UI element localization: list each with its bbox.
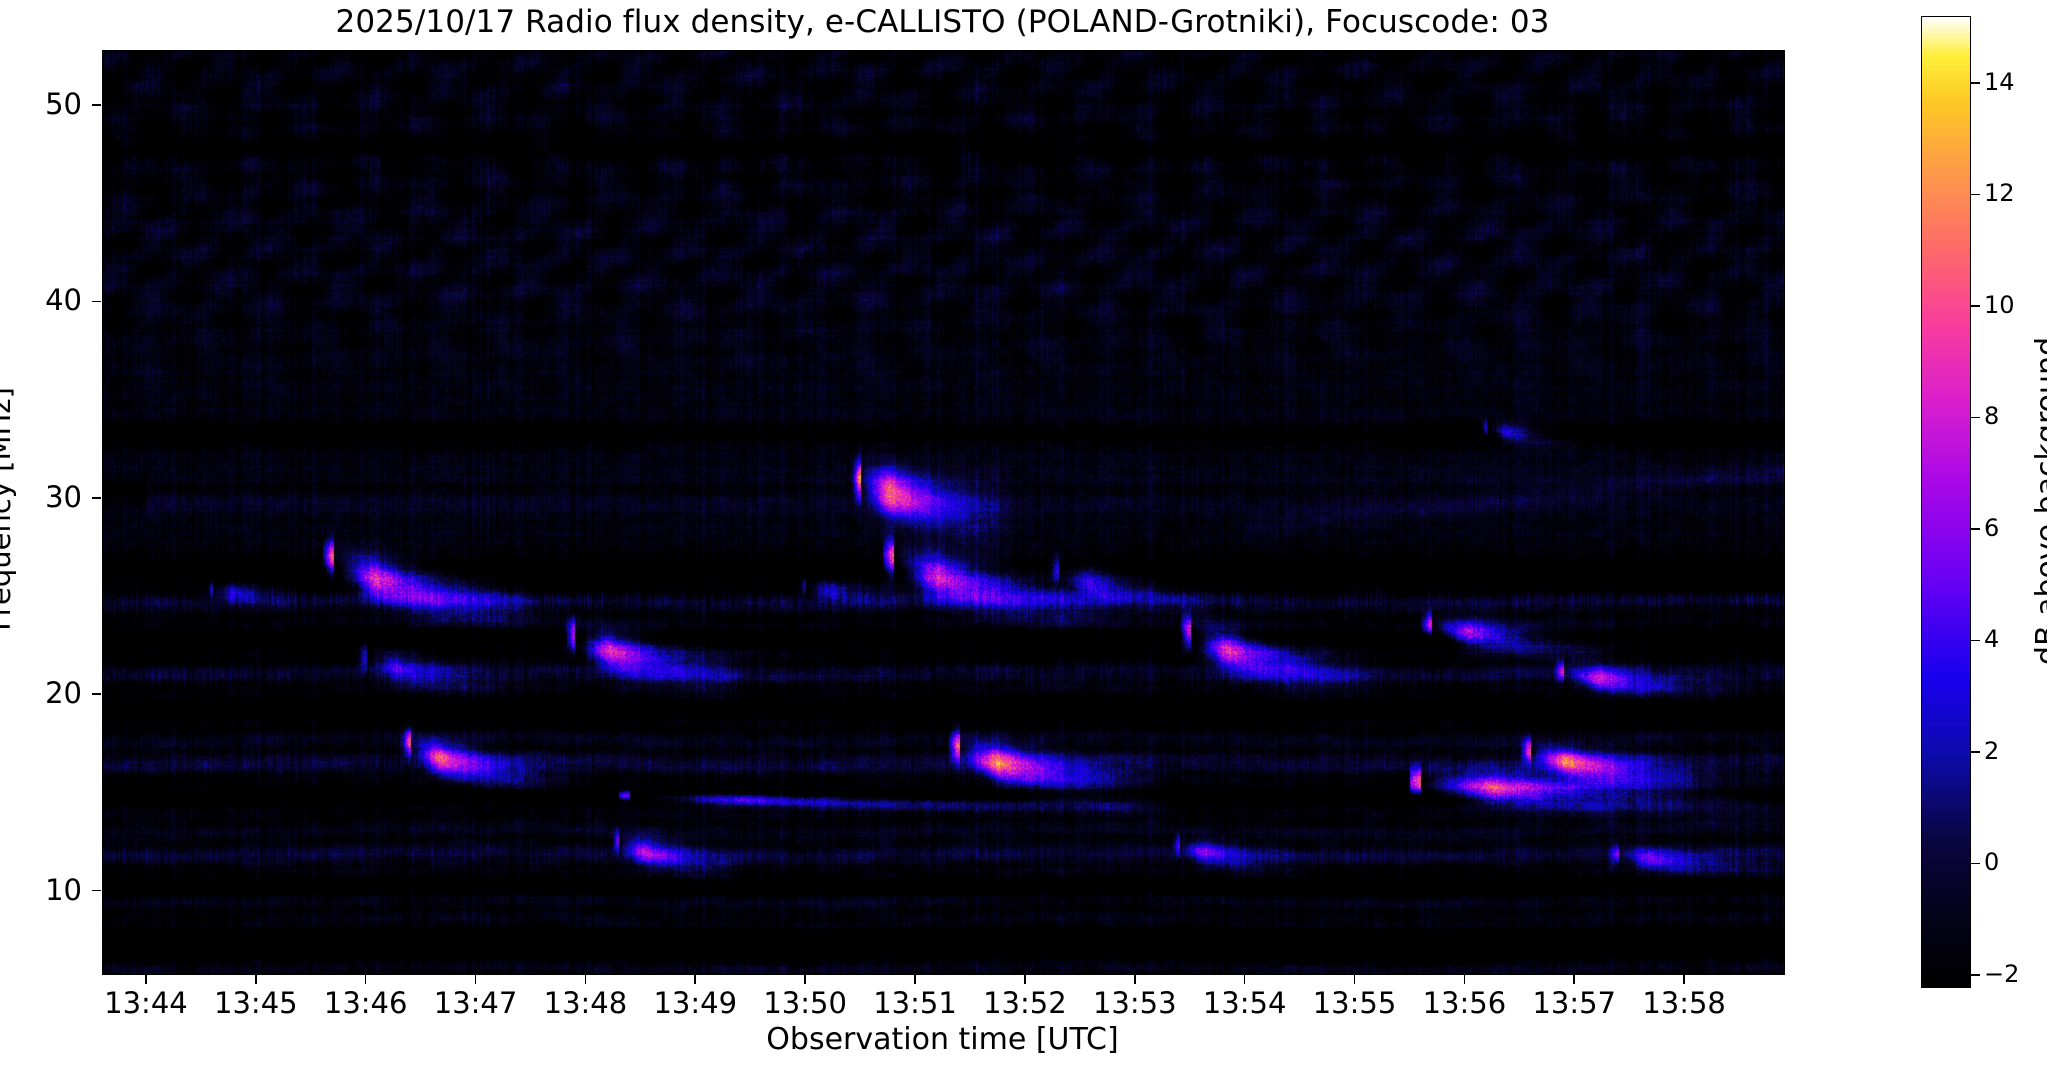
y-tick-label: 50 bbox=[45, 86, 82, 121]
x-tick-label: 13:57 bbox=[1532, 986, 1617, 1020]
colorbar-tick-mark bbox=[1971, 974, 1980, 976]
colorbar-tick-label: 14 bbox=[1984, 67, 2015, 96]
y-tick-mark bbox=[92, 693, 101, 695]
x-tick-mark bbox=[1683, 975, 1685, 984]
colorbar-tick-label: 4 bbox=[1984, 625, 2000, 654]
colorbar-tick-mark bbox=[1971, 751, 1980, 753]
x-tick-mark bbox=[474, 975, 477, 984]
colorbar-label: dB above background bbox=[2030, 336, 2047, 666]
colorbar-tick-label: 8 bbox=[1984, 402, 2000, 431]
colorbar bbox=[1921, 16, 1971, 988]
x-tick-label: 13:48 bbox=[543, 986, 628, 1020]
x-tick-label: 13:49 bbox=[653, 986, 738, 1020]
x-tick-mark bbox=[694, 975, 697, 984]
x-axis-label: Observation time [UTC] bbox=[766, 1022, 1119, 1057]
figure-title: 2025/10/17 Radio flux density, e-CALLIST… bbox=[335, 4, 1550, 40]
x-tick-mark bbox=[914, 975, 916, 984]
y-tick-mark bbox=[92, 889, 101, 892]
colorbar-tick-label: −2 bbox=[1984, 959, 2020, 988]
x-tick-label: 13:52 bbox=[983, 986, 1067, 1020]
x-tick-mark bbox=[584, 975, 587, 984]
x-tick-mark bbox=[1133, 975, 1136, 984]
colorbar-tick-label: 0 bbox=[1984, 848, 2000, 877]
y-tick-label: 20 bbox=[45, 676, 82, 711]
x-tick-label: 13:55 bbox=[1312, 986, 1397, 1020]
x-tick-mark bbox=[145, 975, 147, 984]
x-tick-mark bbox=[255, 975, 257, 984]
x-tick-mark bbox=[364, 975, 367, 984]
x-tick-label: 13:50 bbox=[763, 986, 847, 1020]
colorbar-tick-label: 12 bbox=[1984, 179, 2015, 208]
spectrogram-axes bbox=[102, 50, 1785, 975]
x-tick-label: 13:56 bbox=[1422, 986, 1507, 1020]
colorbar-tick-mark bbox=[1971, 862, 1980, 865]
y-tick-mark bbox=[92, 104, 101, 106]
y-axis-label: Frequency [MHz] bbox=[0, 386, 17, 631]
y-tick-mark bbox=[92, 496, 101, 499]
colorbar-tick-label: 6 bbox=[1984, 513, 2000, 542]
x-tick-label: 13:53 bbox=[1092, 986, 1177, 1020]
colorbar-gradient bbox=[1922, 17, 1970, 987]
colorbar-tick-mark bbox=[1971, 416, 1980, 419]
spectrogram-image bbox=[103, 51, 1784, 974]
colorbar-tick-mark bbox=[1971, 528, 1980, 530]
colorbar-tick-label: 2 bbox=[1984, 736, 2000, 765]
colorbar-tick-mark bbox=[1971, 82, 1980, 84]
colorbar-tick-mark bbox=[1971, 305, 1980, 307]
x-tick-mark bbox=[1573, 975, 1576, 984]
y-tick-mark bbox=[92, 300, 101, 303]
y-tick-label: 10 bbox=[45, 872, 82, 907]
x-tick-label: 13:54 bbox=[1202, 986, 1287, 1020]
x-tick-mark bbox=[1243, 975, 1246, 984]
x-tick-label: 13:58 bbox=[1642, 986, 1726, 1020]
x-tick-mark bbox=[1024, 975, 1026, 984]
x-tick-label: 13:47 bbox=[433, 986, 518, 1020]
y-tick-label: 40 bbox=[45, 283, 82, 318]
x-tick-mark bbox=[804, 975, 806, 984]
colorbar-tick-mark bbox=[1971, 193, 1980, 196]
x-tick-label: 13:45 bbox=[214, 986, 298, 1020]
colorbar-tick-label: 10 bbox=[1984, 290, 2015, 319]
x-tick-label: 13:51 bbox=[873, 986, 957, 1020]
x-tick-label: 13:44 bbox=[104, 986, 188, 1020]
colorbar-tick-mark bbox=[1971, 639, 1980, 642]
x-tick-label: 13:46 bbox=[323, 986, 408, 1020]
y-tick-label: 30 bbox=[45, 479, 82, 514]
x-tick-mark bbox=[1353, 975, 1356, 984]
x-tick-mark bbox=[1463, 975, 1466, 984]
